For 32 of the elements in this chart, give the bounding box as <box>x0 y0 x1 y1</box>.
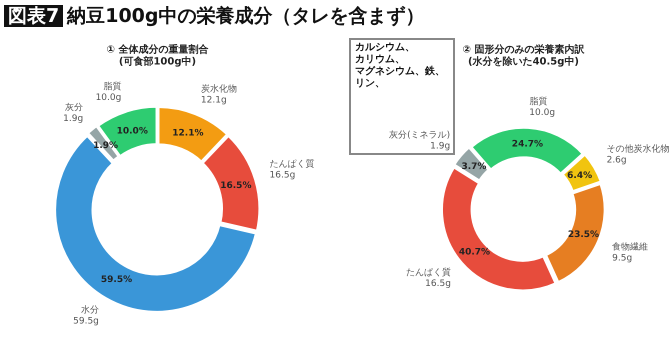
text: 1.9% <box>93 141 118 152</box>
text: 23.5% <box>568 230 600 240</box>
text: 59.5% <box>100 275 132 286</box>
data-label: 10.0g <box>529 108 556 118</box>
slice-label: 脂質 <box>529 96 548 108</box>
text: 24.7% <box>512 139 544 150</box>
slice-label: 炭水化物 <box>200 84 237 95</box>
slice-label: その他炭水化物 <box>606 143 670 154</box>
data-label: 1.9g <box>430 142 450 152</box>
slice-label: 水分 <box>80 304 99 316</box>
data-label: 10.0g <box>96 93 122 104</box>
data-label: 9.5g <box>612 253 632 264</box>
data-label: 1.9g <box>63 114 84 124</box>
slice-label: たんぱく質 <box>270 158 315 170</box>
chart-subtitle: ② 固形分のみの栄養素内訳 (水分を除いた40.5g中) <box>462 44 586 68</box>
chart-subtitle: ① 全体成分の重量割合 (可食部100g中) <box>106 44 210 68</box>
data-label: 59.5g <box>73 316 99 327</box>
data-label: 2.6g <box>606 155 627 166</box>
slice-label: 灰分 <box>65 102 84 113</box>
slice-label: 脂質 <box>103 81 122 92</box>
text: 40.7% <box>458 247 490 258</box>
text: 10.0% <box>116 126 148 137</box>
data-label: 16.5g <box>425 278 451 289</box>
slice-label: たんぱく質 <box>406 266 451 278</box>
chart-title: 図表7 納豆100g中の栄養成分（タレを含まず） <box>7 5 424 27</box>
data-label: 16.5g <box>270 170 296 181</box>
text: 16.5% <box>220 180 252 191</box>
slice-label: 灰分(ミネラル) <box>389 130 450 141</box>
data-label: 12.1g <box>200 96 227 106</box>
slice-label: 食物繊維 <box>612 241 648 252</box>
text: 6.4% <box>567 171 592 182</box>
text: 12.1% <box>172 128 204 138</box>
